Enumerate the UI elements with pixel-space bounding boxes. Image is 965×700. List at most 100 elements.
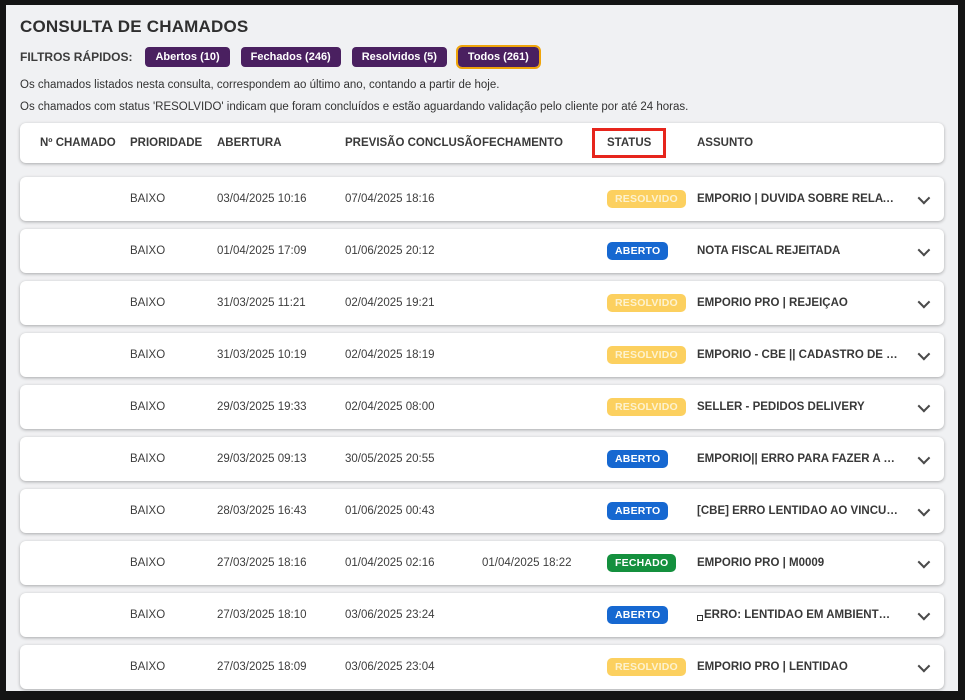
cell-status: RESOLVIDO: [607, 189, 697, 209]
cell-previsao: 03/06/2025 23:24: [345, 609, 435, 622]
cell-previsao: 01/04/2025 02:16: [345, 557, 435, 570]
cell-abertura: 31/03/2025 11:21: [217, 297, 306, 310]
chevron-down-icon: [917, 295, 930, 309]
cell-previsao: 07/04/2025 18:16: [345, 193, 435, 206]
cell-assunto: EMPORIO | DÚVIDA SOBRE RELATÓ...: [697, 193, 904, 205]
assunto-text: EMPORIO PRO | REJEIÇÃO: [697, 297, 848, 310]
ticket-row[interactable]: BAIXO 31/03/2025 10:19 02/04/2025 18:19 RES…: [20, 333, 944, 378]
ticket-row[interactable]: BAIXO 31/03/2025 11:21 02/04/2025 19:21 RES…: [20, 281, 944, 326]
chevron-down-icon: [917, 243, 930, 257]
column-header-fechamento: FECHAMENTO: [482, 137, 563, 150]
cell-abertura: 28/03/2025 16:43: [217, 505, 307, 518]
cell-assunto: EMPORIO PRO | M0009: [697, 557, 904, 569]
filter-chip-todos[interactable]: Todos (261): [455, 44, 541, 70]
expand-row-button[interactable]: [904, 503, 940, 517]
expand-row-button[interactable]: [904, 347, 940, 361]
cell-previsao: 01/06/2025 00:43: [345, 505, 435, 518]
cell-assunto: EMPORIO PRO | LENTIDÃO: [697, 661, 904, 673]
status-header-highlight-box: STATUS: [592, 128, 667, 159]
ticket-row[interactable]: BAIXO 01/04/2025 17:09 01/06/2025 20:12 ABE…: [20, 229, 944, 274]
cell-prioridade: BAIXO: [130, 349, 166, 362]
stray-square-artifact: [697, 615, 703, 622]
ticket-row[interactable]: BAIXO 29/03/2025 09:13 30/05/2025 20:55 ABE…: [20, 437, 944, 482]
cell-assunto: ERRO: LENTIDÃO EM AMBIENTRE ...: [697, 609, 904, 622]
expand-row-button[interactable]: [904, 555, 940, 569]
column-header-chamado: Nº CHAMADO: [40, 137, 116, 150]
status-badge: ABERTO: [607, 501, 669, 521]
cell-status: ABERTO: [607, 501, 697, 521]
filter-chip-resolvidos[interactable]: Resolvidos (5): [351, 47, 447, 68]
cell-status: RESOLVIDO: [607, 397, 697, 417]
assunto-text: [CBE] ERRO LENTIDÃO AO VINCUL...: [697, 505, 903, 518]
note-resolvido: Os chamados com status 'RESOLVIDO' indic…: [20, 101, 689, 114]
cell-prioridade: BAIXO: [130, 505, 166, 518]
expand-row-button[interactable]: [904, 659, 940, 673]
chevron-down-icon: [917, 451, 930, 465]
column-header-abertura: ABERTURA: [217, 137, 282, 150]
ticket-row[interactable]: BAIXO 28/03/2025 16:43 01/06/2025 00:43 ABE…: [20, 489, 944, 534]
filter-chips: Abertos (10) Fechados (246) Resolvidos (5)…: [145, 44, 541, 70]
cell-previsao: 02/04/2025 08:00: [345, 401, 435, 414]
cell-prioridade: BAIXO: [130, 401, 166, 414]
assunto-text: NOTA FISCAL REJEITADA: [697, 245, 841, 258]
cell-status: RESOLVIDO: [607, 293, 697, 313]
cell-prioridade: BAIXO: [130, 609, 166, 622]
expand-row-button[interactable]: [904, 243, 940, 257]
expand-row-button[interactable]: [904, 191, 940, 205]
assunto-text: EMPORIO - CBE || CADASTRO DE F...: [697, 349, 902, 362]
column-header-assunto: ASSUNTO: [697, 137, 754, 150]
cell-previsao: 01/06/2025 20:12: [345, 245, 435, 258]
cell-prioridade: BAIXO: [130, 245, 166, 258]
expand-row-button[interactable]: [904, 399, 940, 413]
cell-status: ABERTO: [607, 449, 697, 469]
assunto-text: EMPORIO PRO | M0009: [697, 557, 825, 570]
cell-prioridade: BAIXO: [130, 557, 166, 570]
quick-filters-label: FILTROS RÁPIDOS:: [20, 50, 133, 65]
cell-abertura: 27/03/2025 18:09: [217, 661, 307, 674]
cell-previsao: 30/05/2025 20:55: [345, 453, 435, 466]
cell-abertura: 29/03/2025 09:13: [217, 453, 307, 466]
chevron-down-icon: [917, 555, 930, 569]
chevron-down-icon: [917, 347, 930, 361]
status-badge: RESOLVIDO: [607, 397, 686, 417]
cell-previsao: 02/04/2025 18:19: [345, 349, 435, 362]
cell-status: ABERTO: [607, 241, 697, 261]
cell-assunto: SELLER - PEDIDOS DELIVERY: [697, 401, 904, 413]
cell-abertura: 31/03/2025 10:19: [217, 349, 307, 362]
status-badge: FECHADO: [607, 553, 677, 573]
status-badge: RESOLVIDO: [607, 293, 686, 313]
cell-previsao: 02/04/2025 19:21: [345, 297, 435, 310]
cell-abertura: 27/03/2025 18:16: [217, 557, 307, 570]
cell-status: RESOLVIDO: [607, 345, 697, 365]
expand-row-button[interactable]: [904, 451, 940, 465]
ticket-row[interactable]: BAIXO 29/03/2025 19:33 02/04/2025 08:00 RES…: [20, 385, 944, 430]
assunto-text: SELLER - PEDIDOS DELIVERY: [697, 401, 865, 414]
column-header-status: STATUS: [592, 128, 697, 159]
cell-prioridade: BAIXO: [130, 193, 166, 206]
chevron-down-icon: [917, 191, 930, 205]
ticket-row[interactable]: BAIXO 27/03/2025 18:10 03/06/2025 23:24 ABE…: [20, 593, 944, 638]
filter-chip-fechados[interactable]: Fechados (246): [240, 47, 341, 68]
ticket-row[interactable]: BAIXO 27/03/2025 18:09 03/06/2025 23:04 RES…: [20, 645, 944, 690]
filter-chip-abertos[interactable]: Abertos (10): [145, 47, 230, 68]
expand-row-button[interactable]: [904, 295, 940, 309]
cell-status: FECHADO: [607, 553, 697, 573]
cell-fechamento: 01/04/2025 18:22: [482, 557, 572, 570]
cell-abertura: 29/03/2025 19:33: [217, 401, 307, 414]
page-title: CONSULTA DE CHAMADOS: [20, 17, 249, 36]
cell-previsao: 03/06/2025 23:04: [345, 661, 435, 674]
status-badge: RESOLVIDO: [607, 657, 686, 677]
chevron-down-icon: [917, 607, 930, 621]
status-badge: ABERTO: [607, 241, 669, 261]
column-header-previsao: PREVISÃO CONCLUSÃO: [345, 137, 482, 150]
status-badge: RESOLVIDO: [607, 345, 686, 365]
ticket-row[interactable]: BAIXO 03/04/2025 10:16 07/04/2025 18:16 RES…: [20, 177, 944, 222]
expand-row-button[interactable]: [904, 607, 940, 621]
cell-assunto: EMPÓRIO|| ERRO PARA FAZER A C...: [697, 453, 904, 465]
column-header-prioridade: PRIORIDADE: [130, 137, 203, 150]
tickets-list: BAIXO 03/04/2025 10:16 07/04/2025 18:16 RES…: [20, 177, 944, 690]
chevron-down-icon: [917, 503, 930, 517]
ticket-row[interactable]: BAIXO 27/03/2025 18:16 01/04/2025 02:16 01/…: [20, 541, 944, 586]
cell-abertura: 03/04/2025 10:16: [217, 193, 307, 206]
